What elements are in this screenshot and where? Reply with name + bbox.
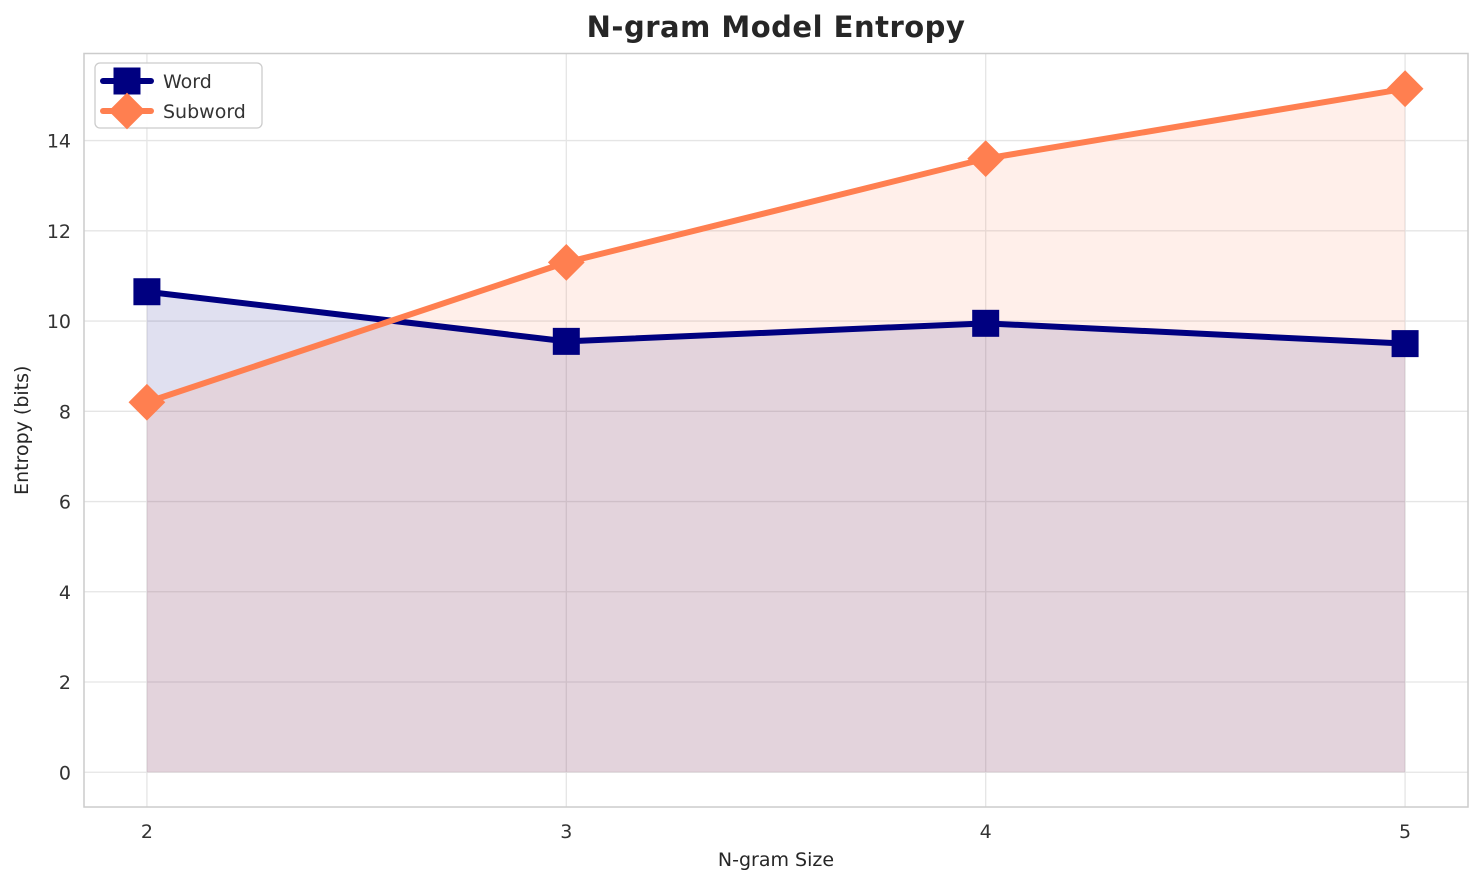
- point-square-marker-word: [972, 309, 1000, 337]
- y-tick-label-14: 14: [47, 131, 71, 153]
- point-square-marker-word: [1391, 330, 1419, 358]
- area-fill-word: [146, 291, 1406, 773]
- plot-frame: [83, 52, 1469, 808]
- y-tick-label-0: 0: [59, 762, 71, 784]
- y-tick-label-4: 4: [59, 582, 71, 604]
- x-tick-label-5: 5: [1399, 821, 1411, 843]
- chart-title: N-gram Model Entropy: [586, 10, 966, 44]
- legend-label-word: Word: [163, 71, 212, 93]
- point-diamond-marker-subword: [128, 383, 166, 421]
- point-diamond-marker-subword: [1386, 70, 1424, 108]
- legend-label-subword: Subword: [163, 101, 246, 123]
- legend-square-marker-word: [113, 67, 141, 95]
- y-axis-label: Entropy (bits): [11, 366, 33, 495]
- y-tick-label-2: 2: [59, 672, 71, 694]
- point-square-marker-word: [133, 278, 161, 306]
- x-tick-label-2: 2: [141, 821, 153, 843]
- y-tick-label-10: 10: [47, 311, 71, 333]
- x-axis-label: N-gram Size: [718, 849, 834, 871]
- y-tick-label-6: 6: [59, 492, 71, 514]
- point-diamond-marker-subword: [967, 140, 1005, 178]
- x-tick-label-3: 3: [560, 821, 572, 843]
- point-square-marker-word: [552, 327, 580, 355]
- legend-diamond-marker-subword: [108, 92, 146, 130]
- y-tick-label-12: 12: [47, 221, 71, 243]
- area-fill-subword: [146, 88, 1406, 773]
- series-line-subword: [143, 85, 1409, 406]
- x-tick-label-4: 4: [980, 821, 992, 843]
- series-line-word: [143, 288, 1409, 347]
- y-tick-label-8: 8: [59, 401, 71, 423]
